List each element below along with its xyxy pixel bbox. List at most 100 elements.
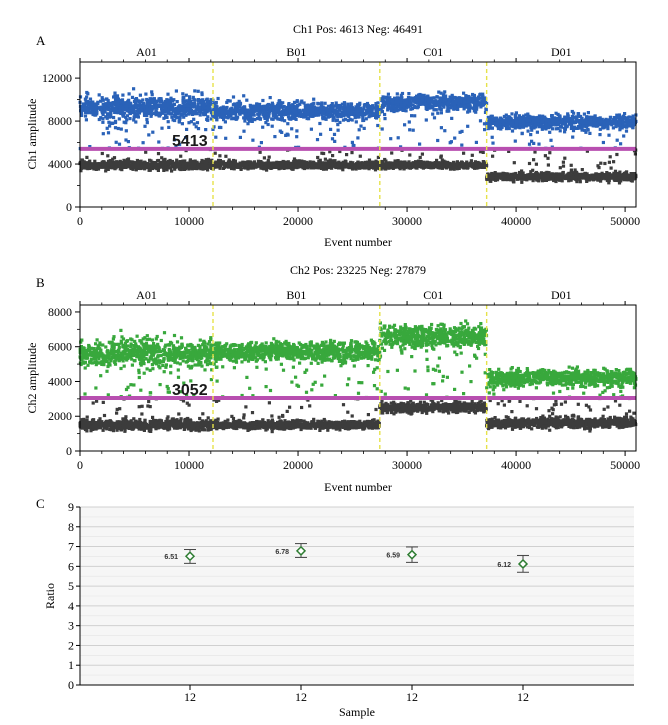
panel-a-positive-droplet (377, 113, 381, 117)
panel-a-positive-droplet (181, 92, 185, 96)
panel-a-rain-droplet (144, 150, 148, 154)
panel-a-negative-droplet (477, 163, 481, 167)
panel-a-positive-droplet (141, 104, 146, 109)
panel-a-positive-droplet (337, 103, 341, 108)
panel-a-positive-droplet (304, 114, 308, 118)
panel-a-positive-droplet (150, 90, 154, 94)
panel-a-positive-droplet (208, 107, 212, 111)
panel-a-positive-droplet (380, 110, 384, 114)
panel-a-positive-droplet (586, 111, 590, 115)
panel-a-rain-droplet (376, 123, 380, 128)
panel-a-positive-droplet (383, 102, 387, 106)
panel-a-positive-droplet (452, 105, 457, 109)
panel-a-positive-droplet (346, 118, 350, 123)
panel-a-rain-droplet (278, 129, 282, 133)
panel-a-positive-droplet (168, 101, 172, 105)
panel-a-positive-droplet (196, 89, 200, 93)
panel-a-positive-droplet (415, 106, 419, 110)
panel-a-negative-droplet (291, 167, 295, 171)
panel-a-positive-droplet (170, 104, 174, 108)
panel-a-rain-droplet (443, 129, 447, 133)
panel-a-rain-droplet (250, 119, 254, 123)
panel-a-negative-droplet (390, 161, 394, 165)
panel-a-rain-droplet (195, 121, 200, 125)
panel-a-negative-droplet (179, 161, 183, 165)
panel-a-positive-droplet (138, 102, 142, 106)
panel-a-positive-droplet (355, 105, 359, 109)
panel-a-positive-droplet (209, 98, 213, 102)
panel-a-positive-droplet (99, 116, 103, 120)
panel-a-positive-droplet (288, 111, 292, 115)
panel-a-negative-droplet (166, 163, 170, 167)
panel-a-rain-droplet (383, 117, 387, 121)
panel-a-positive-droplet (362, 118, 366, 122)
panel-a-rain-droplet (295, 135, 299, 139)
panel-a-rain-droplet (267, 155, 271, 159)
panel-a-rain-droplet (462, 151, 466, 155)
panel-a-positive-droplet (280, 114, 284, 118)
panel-a-rain-droplet (196, 127, 201, 131)
panel-a-positive-droplet (177, 120, 181, 124)
panel-a-positive-droplet (124, 104, 128, 108)
panel-a-positive-droplet (290, 104, 294, 108)
panel-a-positive-droplet (224, 115, 228, 119)
panel-a-negative-droplet (471, 162, 475, 166)
panel-a-negative-droplet (463, 165, 467, 169)
panel-a-positive-droplet (270, 117, 274, 121)
panel-a-rain-droplet (474, 140, 478, 144)
panel-a-positive-droplet (95, 110, 99, 115)
panel-a-positive-droplet (435, 102, 439, 106)
panel-a-positive-droplet (240, 110, 244, 114)
panel-a-positive-droplet (196, 99, 200, 103)
panel-a-positive-droplet (186, 100, 191, 104)
panel-a-negative-droplet (177, 164, 181, 168)
panel-a-rain-droplet (478, 119, 483, 123)
panel-a-rain-droplet (357, 128, 361, 132)
panel-a-negative-droplet (259, 161, 263, 165)
panel-a-negative-droplet (142, 162, 146, 166)
panel-a-rain-droplet (396, 136, 400, 140)
panel-a-positive-droplet (180, 109, 184, 113)
panel-a-positive-droplet (284, 110, 288, 115)
panel-a-rain-droplet (350, 140, 354, 144)
panel-a-positive-droplet (101, 98, 105, 102)
panel-a-positive-droplet (131, 105, 135, 109)
panel-a-positive-droplet (489, 114, 493, 118)
panel-a-positive-droplet (193, 89, 197, 93)
panel-a-positive-droplet (295, 99, 299, 103)
panel-a-positive-droplet (281, 101, 285, 105)
panel-a-negative-droplet (350, 162, 354, 166)
panel-a-positive-droplet (376, 115, 380, 119)
panel-a-rain-droplet (224, 154, 228, 158)
panel-a-rain-droplet (418, 142, 422, 146)
panel-a-positive-droplet (237, 111, 241, 115)
panel-a-positive-droplet (234, 115, 238, 119)
panel-a-positive-droplet (104, 115, 108, 119)
panel-a-negative-droplet (414, 166, 418, 170)
panel-a-negative-droplet (125, 160, 130, 164)
panel-a-negative-droplet (468, 162, 472, 166)
panel-a-positive-droplet (162, 116, 166, 120)
panel-a-rain-droplet (407, 120, 411, 124)
panel-a-positive-droplet (178, 116, 182, 120)
panel-a-droplets (78, 87, 638, 185)
panel-a-positive-droplet (200, 92, 204, 97)
panel-a-positive-droplet (234, 109, 238, 113)
panel-a-positive-droplet (316, 106, 320, 110)
panel-a-positive-droplet (305, 112, 309, 116)
panel-a-positive-droplet (173, 107, 177, 111)
panel-a-negative-droplet (360, 164, 364, 168)
panel-a-positive-droplet (107, 104, 111, 108)
panel-a-positive-droplet (438, 107, 442, 111)
panel-a-negative-droplet (111, 157, 115, 161)
panel-a-positive-droplet (263, 116, 267, 120)
panel-a-positive-droplet (152, 102, 156, 106)
panel-a-positive-droplet (408, 99, 412, 103)
panel-a-rain-droplet (143, 124, 147, 128)
panel-a-positive-droplet (180, 122, 184, 126)
panel-a-negative-droplet (431, 164, 435, 168)
panel-a-positive-droplet (159, 97, 163, 101)
panel-a-negative-droplet (331, 164, 335, 168)
panel-a-positive-droplet (360, 109, 364, 113)
panel-a-positive-droplet (474, 110, 478, 114)
